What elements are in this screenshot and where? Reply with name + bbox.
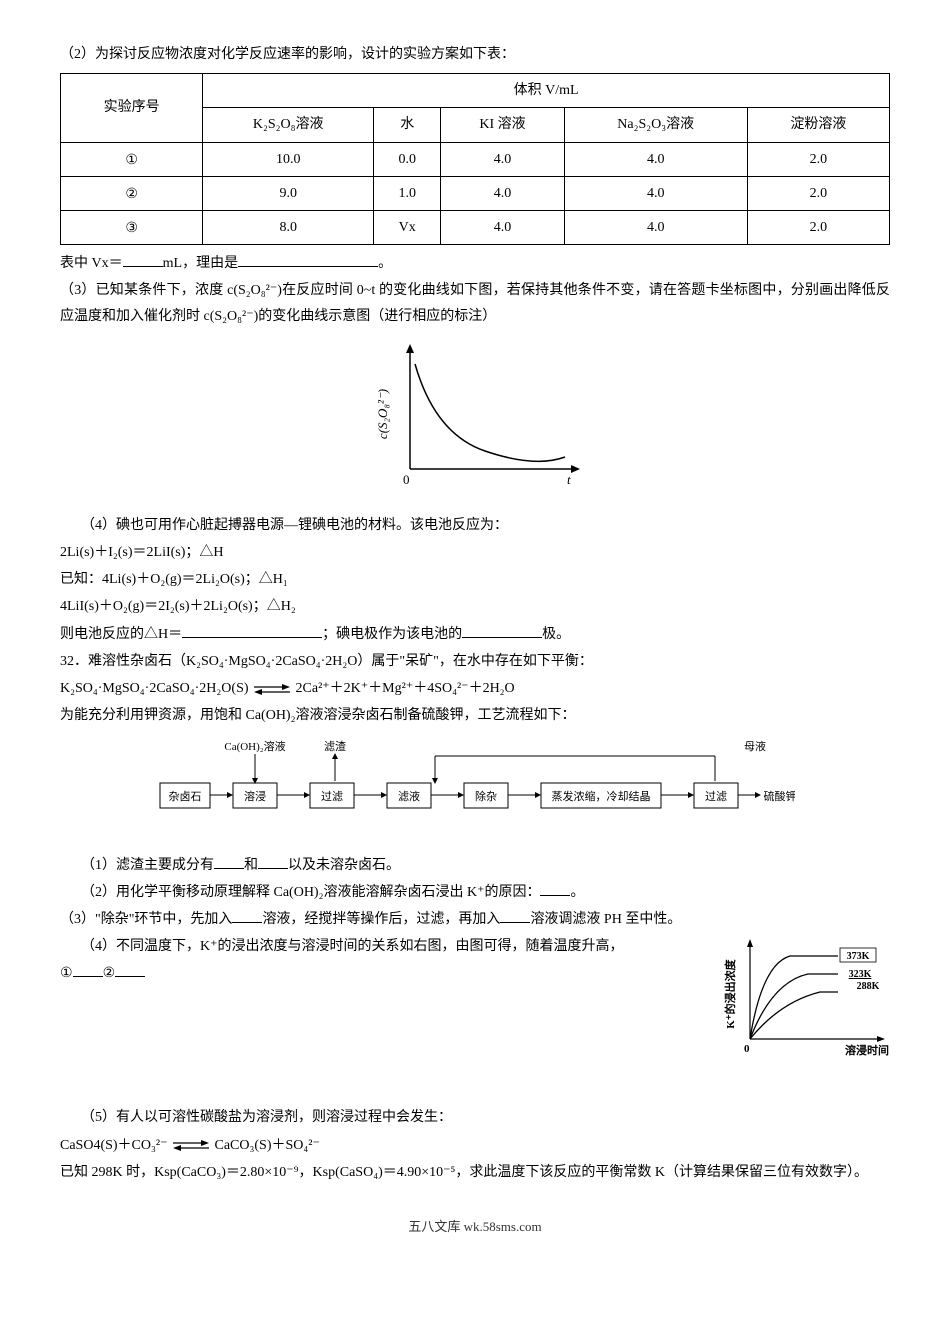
q32-intro: 32．难溶性杂卤石（K₂SO₄·MgSO₄·2CaSO₄·2H₂O）属于"呆矿"… — [60, 649, 890, 674]
svg-text:t: t — [567, 472, 571, 487]
table-row: ② 9.0 1.0 4.0 4.0 2.0 — [61, 176, 890, 210]
col-header-seq: 实验序号 — [61, 74, 203, 142]
blank-reason — [238, 266, 378, 267]
svg-text:c(S₂O₈²⁻): c(S₂O₈²⁻) — [375, 389, 390, 439]
temperature-chart: 373K 323K 288K K⁺的浸出浓度 0 溶浸时间 — [720, 934, 890, 1073]
svg-text:溶浸时间: 溶浸时间 — [845, 1043, 889, 1057]
col-header-vol: 体积 V/mL — [203, 74, 890, 108]
equilibrium-icon — [252, 682, 292, 696]
q32-sub3: （3）"除杂"环节中，先加入溶液，经搅拌等操作后，过滤，再加入溶液调滤液 PH … — [60, 907, 890, 932]
q4-eq3: 4LiI(s)＋O₂(g)＝2I₂(s)＋2Li₂O(s)；△H₂ — [60, 594, 890, 619]
q32-sub2: （2）用化学平衡移动原理解释 Ca(OH)₂溶液能溶解杂卤石浸出 K⁺的原因：。 — [60, 880, 890, 905]
experiment-table: 实验序号 体积 V/mL K₂S₂O₈溶液 水 KI 溶液 Na₂S₂O₃溶液 … — [60, 73, 890, 245]
col-ki: KI 溶液 — [441, 108, 564, 142]
q4-intro: （4）碘也可用作心脏起搏器电源—锂碘电池的材料。该电池反应为： — [60, 513, 890, 538]
svg-text:373K: 373K — [847, 951, 870, 962]
svg-text:硫酸钾: 硫酸钾 — [764, 789, 796, 803]
q32-sub5-intro: （5）有人以可溶性碳酸盐为溶浸剂，则溶浸过程中会发生： — [60, 1105, 890, 1130]
col-starch: 淀粉溶液 — [747, 108, 889, 142]
svg-text:Ca(OH)₂溶液: Ca(OH)₂溶液 — [224, 739, 285, 753]
equilibrium-icon — [171, 1138, 211, 1152]
col-k2s2o8: K₂S₂O₈溶液 — [203, 108, 374, 142]
blank-electrode — [462, 637, 542, 638]
svg-text:母液: 母液 — [744, 739, 766, 753]
svg-text:滤渣: 滤渣 — [324, 739, 346, 753]
svg-text:288K: 288K — [857, 981, 880, 992]
q4-eq1: 2Li(s)＋I₂(s)＝2LiI(s)；△H — [60, 540, 890, 565]
table-row: ① 10.0 0.0 4.0 4.0 2.0 — [61, 142, 890, 176]
svg-text:杂卤石: 杂卤石 — [169, 790, 202, 803]
chart-svg: c(S₂O₈²⁻) 0 t — [365, 339, 585, 494]
q32-sub5-eq: CaSO4(S)＋CO₃²⁻ CaCO₃(S)＋SO₄²⁻ — [60, 1133, 890, 1158]
svg-text:滤液: 滤液 — [398, 789, 420, 803]
svg-text:0: 0 — [403, 472, 410, 487]
svg-text:323K: 323K — [849, 969, 872, 980]
col-na2s2o3: Na₂S₂O₃溶液 — [564, 108, 747, 142]
q2-intro: （2）为探讨反应物浓度对化学反应速率的影响，设计的实验方案如下表： — [60, 42, 890, 67]
table-row: ③ 8.0 Vx 4.0 4.0 2.0 — [61, 210, 890, 244]
svg-text:蒸发浓缩，冷却结晶: 蒸发浓缩，冷却结晶 — [552, 789, 651, 803]
q32-sub1: （1）滤渣主要成分有和以及未溶杂卤石。 — [60, 853, 890, 878]
q32-line2: 为能充分利用钾资源，用饱和 Ca(OH)₂溶液溶浸杂卤石制备硫酸钾，工艺流程如下… — [60, 703, 890, 728]
q32-equation: K₂SO₄·MgSO₄·2CaSO₄·2H₂O(S) 2Ca²⁺＋2K⁺＋Mg²… — [60, 676, 890, 701]
q2-footer: 表中 Vx＝mL，理由是。 — [60, 251, 890, 276]
concentration-chart: c(S₂O₈²⁻) 0 t — [60, 339, 890, 503]
q32-sub5-line2: 已知 298K 时，Ksp(CaCO₃)＝2.80×10⁻⁹，Ksp(CaSO₄… — [60, 1160, 890, 1185]
svg-text:0: 0 — [744, 1043, 750, 1055]
page-footer: 五八文库 wk.58sms.com — [60, 1215, 890, 1238]
svg-text:除杂: 除杂 — [475, 789, 497, 803]
flow-svg: Ca(OH)₂溶液 滤渣 母液 杂卤石 溶浸 过滤 滤液 除杂 — [155, 738, 795, 833]
q4-eq2: 已知：4Li(s)＋O₂(g)＝2Li₂O(s)；△H₁ — [60, 567, 890, 592]
blank-dh — [182, 637, 322, 638]
flow-diagram: Ca(OH)₂溶液 滤渣 母液 杂卤石 溶浸 过滤 滤液 除杂 — [60, 738, 890, 842]
q4-answer: 则电池反应的△H＝；碘电极作为该电池的极。 — [60, 622, 890, 647]
svg-text:过滤: 过滤 — [705, 790, 727, 803]
q3-text: （3）已知某条件下，浓度 c(S₂O₈²⁻)在反应时间 0~t 的变化曲线如下图… — [60, 278, 890, 328]
svg-text:溶浸: 溶浸 — [244, 789, 266, 803]
blank-vx — [123, 266, 163, 267]
col-water: 水 — [374, 108, 441, 142]
svg-text:过滤: 过滤 — [321, 790, 343, 803]
svg-text:K⁺的浸出浓度: K⁺的浸出浓度 — [723, 958, 737, 1028]
